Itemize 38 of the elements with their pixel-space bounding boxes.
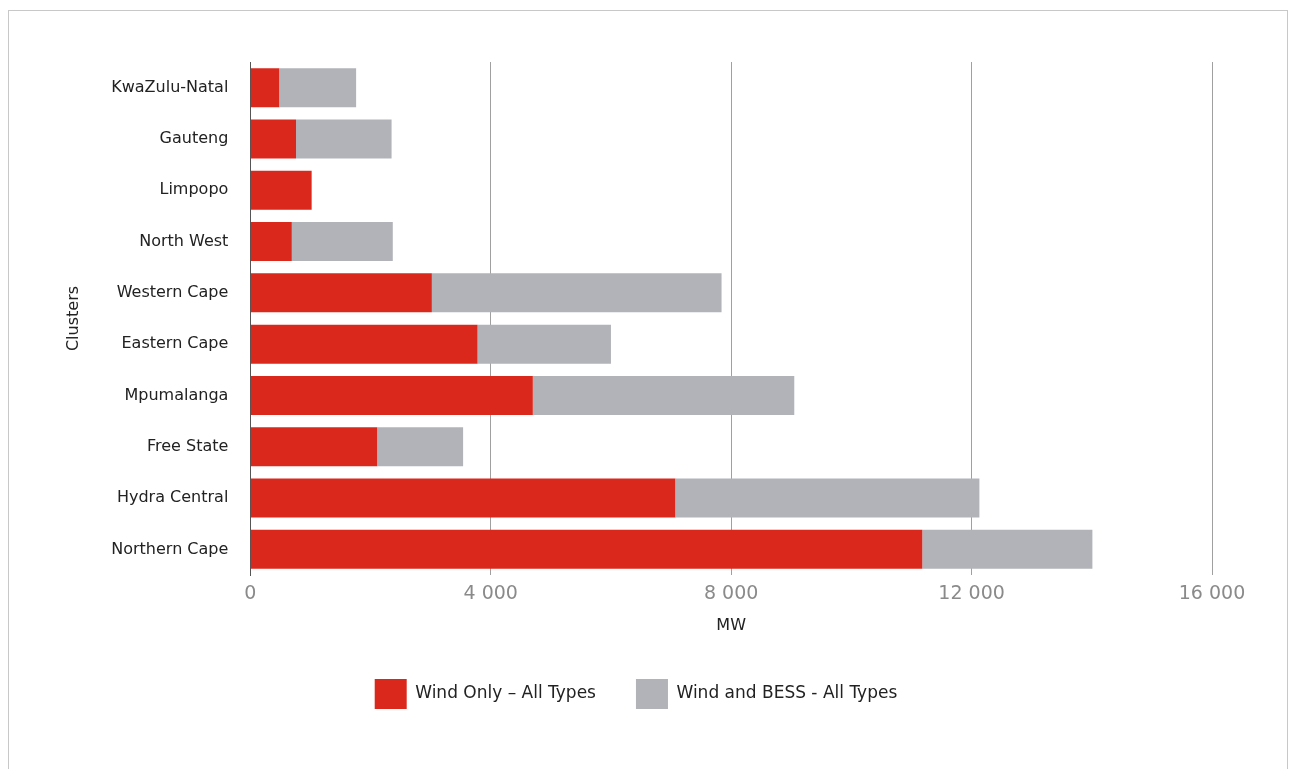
x-axis-title: MW bbox=[716, 614, 747, 634]
bar bbox=[250, 170, 312, 210]
bar bbox=[250, 427, 378, 467]
y-axis-title: Clusters bbox=[62, 285, 82, 352]
y-tick-label: Northern Cape bbox=[111, 538, 229, 558]
bar bbox=[250, 324, 478, 364]
y-tick-label: Limpopo bbox=[159, 179, 229, 199]
y-tick-label: Hydra Central bbox=[116, 487, 229, 507]
bar bbox=[279, 68, 357, 108]
bar bbox=[250, 119, 297, 159]
bar bbox=[477, 324, 611, 364]
y-tick-label: Western Cape bbox=[116, 282, 229, 302]
bar bbox=[250, 529, 923, 569]
y-tick-label: Eastern Cape bbox=[121, 333, 229, 353]
y-tick-label: Gauteng bbox=[159, 128, 229, 148]
bar bbox=[675, 478, 980, 518]
bar bbox=[922, 529, 1093, 569]
y-tick-label: KwaZulu-Natal bbox=[111, 76, 229, 96]
x-tick-label: 0 bbox=[244, 581, 257, 604]
bar bbox=[532, 375, 795, 415]
x-tick-label: 8 000 bbox=[703, 581, 759, 604]
bar bbox=[250, 375, 533, 415]
bar bbox=[377, 427, 464, 467]
bar bbox=[291, 222, 393, 262]
x-tick-label: 16 000 bbox=[1178, 581, 1246, 604]
y-tick-label: Free State bbox=[146, 435, 229, 455]
legend-label: Wind and BESS - All Types bbox=[676, 682, 898, 703]
x-tick-label: 4 000 bbox=[463, 581, 518, 604]
bar bbox=[250, 222, 292, 262]
bar bbox=[250, 478, 676, 518]
bar bbox=[296, 119, 392, 159]
bar bbox=[250, 273, 432, 313]
y-tick-label: Mpumalanga bbox=[124, 384, 229, 404]
bar bbox=[250, 68, 280, 108]
legend-label: Wind Only – All Types bbox=[415, 682, 597, 703]
x-tick-label: 12 000 bbox=[938, 581, 1005, 604]
bar bbox=[431, 273, 722, 313]
y-tick-label: North West bbox=[139, 230, 229, 250]
